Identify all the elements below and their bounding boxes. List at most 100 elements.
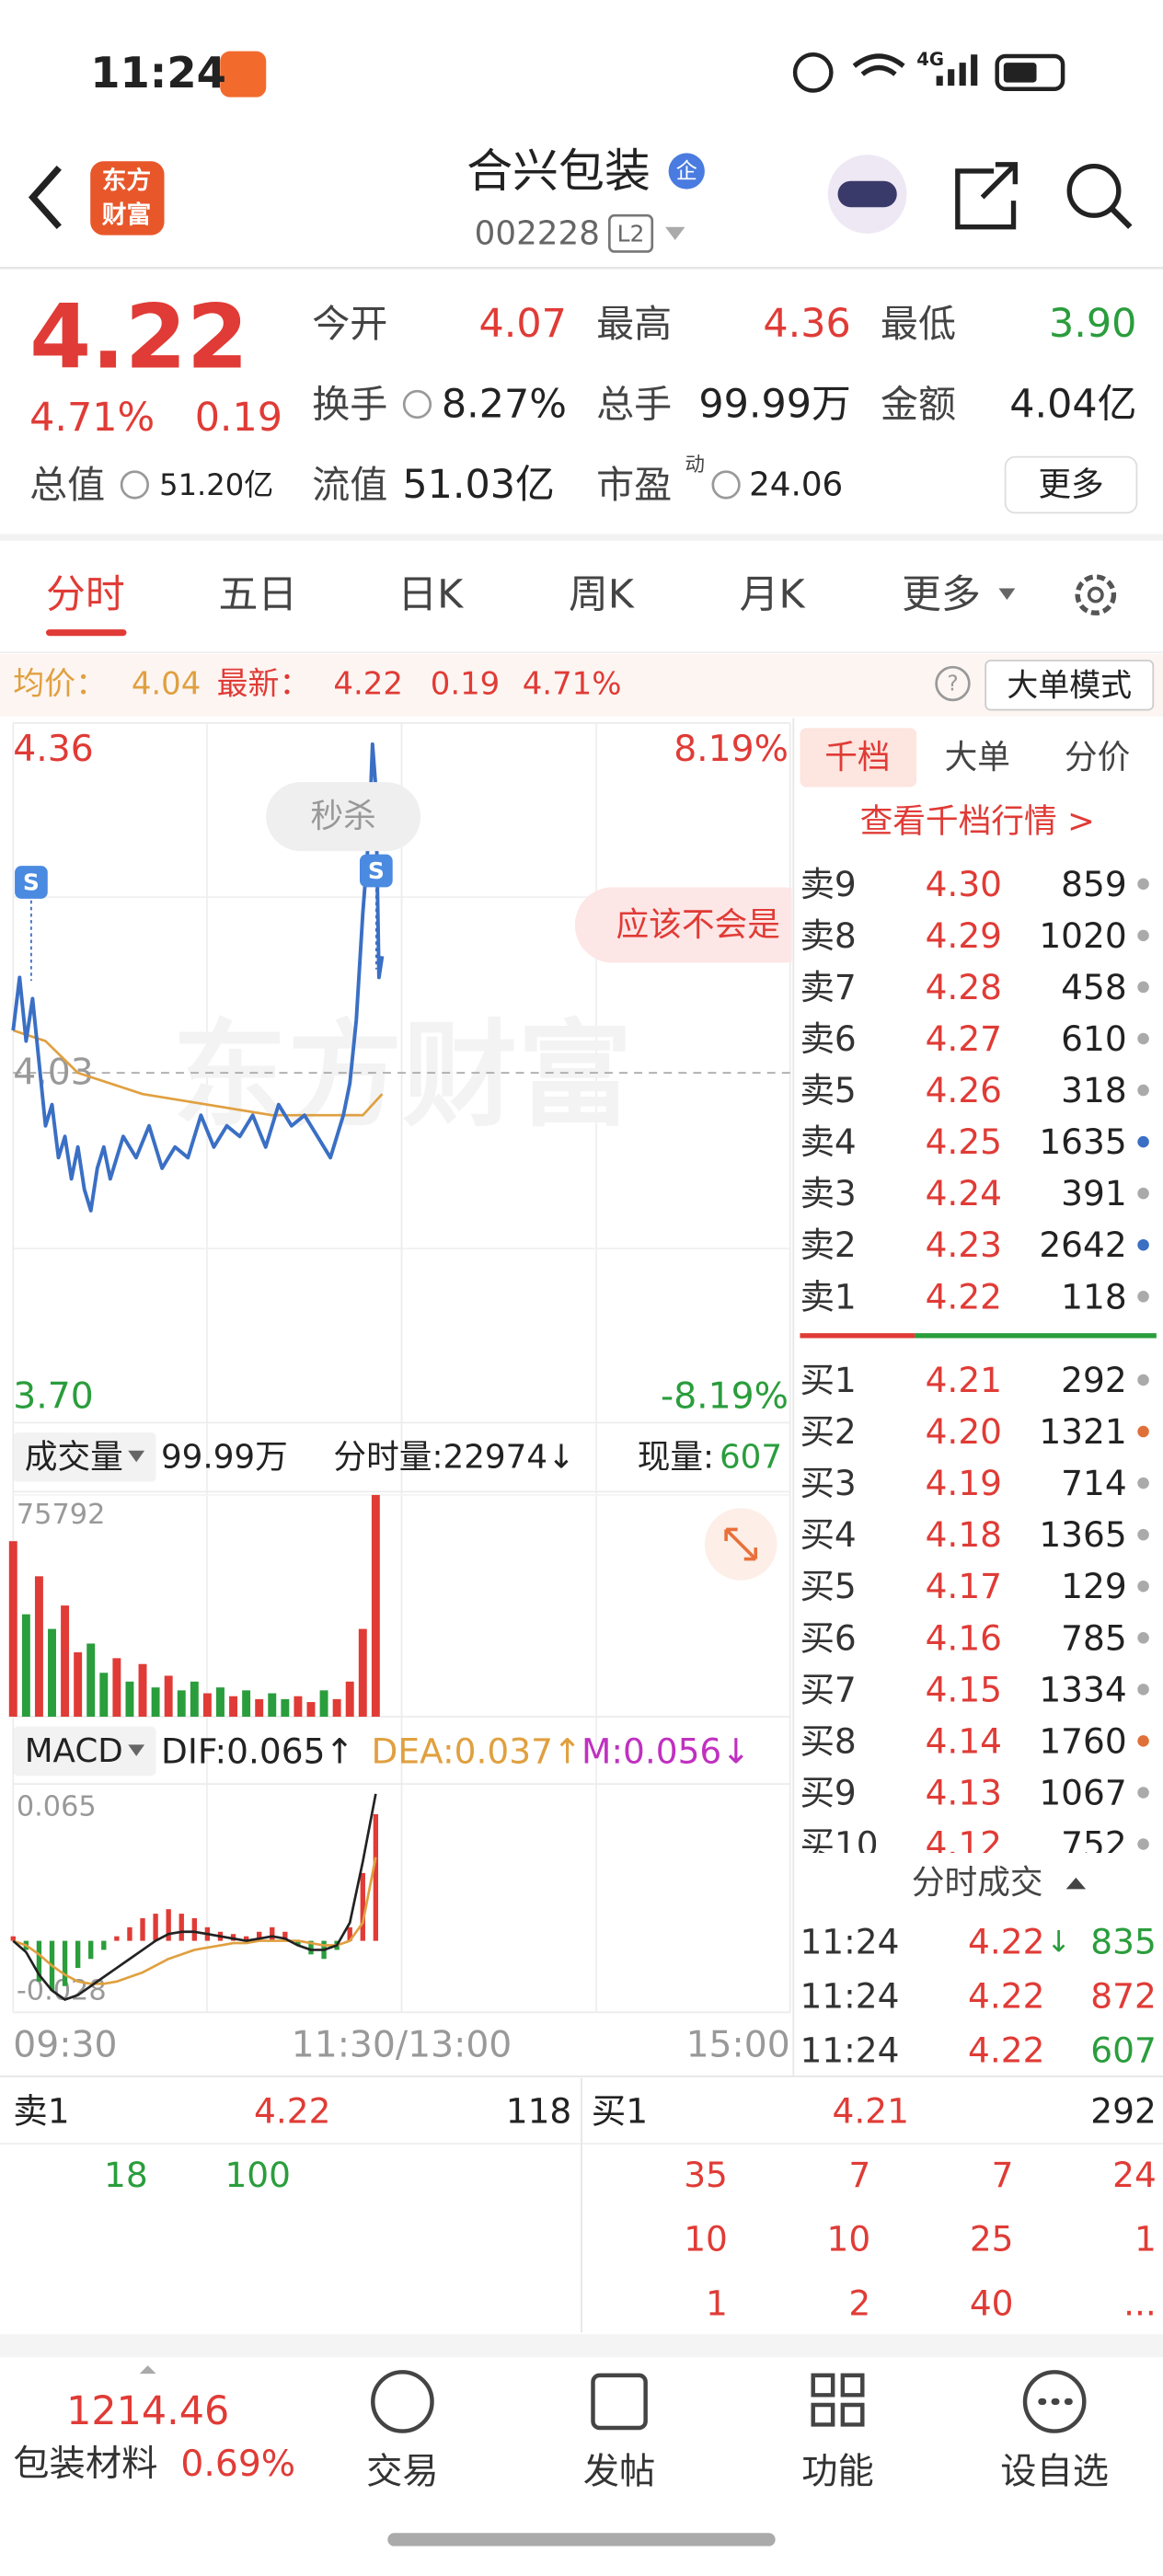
macd-bar: [62, 1940, 68, 1986]
level-volume: 1365: [1039, 1514, 1126, 1555]
volume-bar: [332, 1698, 341, 1717]
help-icon[interactable]: [935, 665, 971, 702]
trade-time: 11:24: [800, 1975, 899, 2016]
status-time: 11:24: [90, 48, 226, 98]
nav-button[interactable]: 功能: [801, 2452, 874, 2493]
book-tab[interactable]: 大单: [945, 739, 1010, 776]
volume-bar: [268, 1693, 277, 1717]
level-volume: 458: [1061, 967, 1127, 1007]
macd-bar: [270, 1926, 275, 1941]
watchlist-icon[interactable]: [1022, 2370, 1087, 2433]
selector-box[interactable]: [13, 1726, 156, 1777]
trade-price: 4.22: [968, 1975, 1044, 2016]
book-tab-active[interactable]: [800, 728, 917, 788]
more-button[interactable]: [1004, 455, 1138, 514]
field-value: 51.20亿: [159, 467, 273, 502]
bid-queue: 24: [1112, 2155, 1157, 2195]
level-volume: 1760: [1039, 1720, 1126, 1761]
macd-bar: [257, 1931, 262, 1941]
level-volume: 1020: [1039, 915, 1126, 956]
volume-bar: [48, 1628, 56, 1717]
tab[interactable]: 五日: [218, 572, 297, 618]
function-icon[interactable]: [811, 2373, 865, 2427]
level-name: 买10: [800, 1824, 878, 1865]
level-volume: 2642: [1039, 1225, 1126, 1265]
battery-icon: [995, 53, 1065, 91]
last-label: 最新：: [217, 666, 311, 702]
level-price: 4.20: [926, 1411, 1002, 1452]
dropdown-arrow[interactable]: [998, 588, 1016, 600]
level-name: 卖3: [800, 1173, 856, 1213]
trade-icon[interactable]: [371, 2370, 434, 2433]
nav-button[interactable]: 交易: [366, 2452, 439, 2493]
bid-label: 买1: [592, 2090, 648, 2131]
level-text: L2: [617, 220, 645, 247]
volume-bar: [281, 1698, 290, 1717]
level-price: 4.24: [926, 1173, 1002, 1213]
level-name: 卖9: [800, 864, 856, 904]
nav-button[interactable]: 发帖: [583, 2452, 656, 2493]
tab[interactable]: 更多: [902, 572, 981, 618]
volume-bar: [319, 1690, 328, 1717]
more-button-text: 更多: [1038, 466, 1103, 503]
macd-bar: [140, 1918, 145, 1941]
dropdown-arrow[interactable]: [665, 226, 685, 240]
ask-queue: 100: [225, 2155, 291, 2195]
trade-price: 4.22: [968, 1922, 1044, 1962]
dea-line: [12, 1857, 377, 1985]
back-button[interactable]: [28, 166, 62, 230]
settings-button[interactable]: [1075, 574, 1117, 615]
post-icon[interactable]: [591, 2373, 648, 2431]
volume-bar: [112, 1658, 121, 1717]
bid-queue: 35: [684, 2155, 728, 2195]
tab[interactable]: 周K: [569, 572, 635, 618]
level-volume: 859: [1061, 864, 1127, 904]
search-button[interactable]: [1066, 163, 1122, 218]
tab[interactable]: 月K: [740, 572, 806, 618]
level-name: 买1: [800, 1360, 856, 1400]
volume-bar: [74, 1652, 83, 1717]
selector-box[interactable]: [13, 1432, 156, 1482]
trade-volume: 872: [1090, 1975, 1157, 2016]
volume-bar: [294, 1696, 303, 1717]
volume-bar: [164, 1675, 173, 1717]
level-name: 卖8: [800, 915, 856, 956]
nav-button[interactable]: 设自选: [1000, 2452, 1109, 2493]
macd-bar: [10, 1936, 16, 1941]
trade-time: 11:24: [800, 2030, 899, 2070]
tab[interactable]: 分时: [46, 572, 125, 618]
level-dot: [1137, 981, 1149, 994]
field-value: 8.27%: [442, 382, 567, 428]
macd-bar: [75, 1940, 81, 1969]
level-volume: 752: [1061, 1824, 1127, 1865]
selector-text: MACD: [25, 1732, 123, 1770]
current-volume: 607: [720, 1438, 782, 1476]
field-value: 51.03亿: [402, 462, 554, 508]
volume-bar: [202, 1693, 212, 1717]
book-tab[interactable]: 分价: [1065, 739, 1130, 776]
logo[interactable]: [90, 161, 165, 236]
macd-legend: DEA:0.037↑: [371, 1731, 582, 1771]
volume-bar: [125, 1681, 134, 1717]
volume-bar: [151, 1687, 160, 1717]
field-label: 总值: [29, 463, 105, 507]
macd-bar: [347, 1926, 352, 1941]
book-tab[interactable]: 千档: [824, 739, 890, 776]
share-button[interactable]: [955, 162, 1018, 230]
tab[interactable]: 日K: [397, 572, 464, 618]
level-dot: [1137, 1735, 1149, 1747]
book-link[interactable]: 查看千档行情 >: [860, 802, 1095, 840]
level-dot: [1137, 1787, 1149, 1799]
bid-queue: 7: [848, 2155, 870, 2195]
tick-volume: 分时量:22974↓: [333, 1438, 575, 1476]
macd-bar: [243, 1936, 249, 1941]
level-volume: 118: [1061, 1276, 1127, 1317]
field-label: 最低: [881, 302, 956, 346]
mode-button[interactable]: [985, 660, 1155, 711]
x-tick-label: 09:30: [13, 2025, 117, 2066]
info-icon: [711, 470, 741, 500]
mode-text: 大单模式: [1007, 667, 1132, 703]
avg-label: 均价：: [13, 666, 107, 702]
index-arrow: [139, 2365, 156, 2375]
